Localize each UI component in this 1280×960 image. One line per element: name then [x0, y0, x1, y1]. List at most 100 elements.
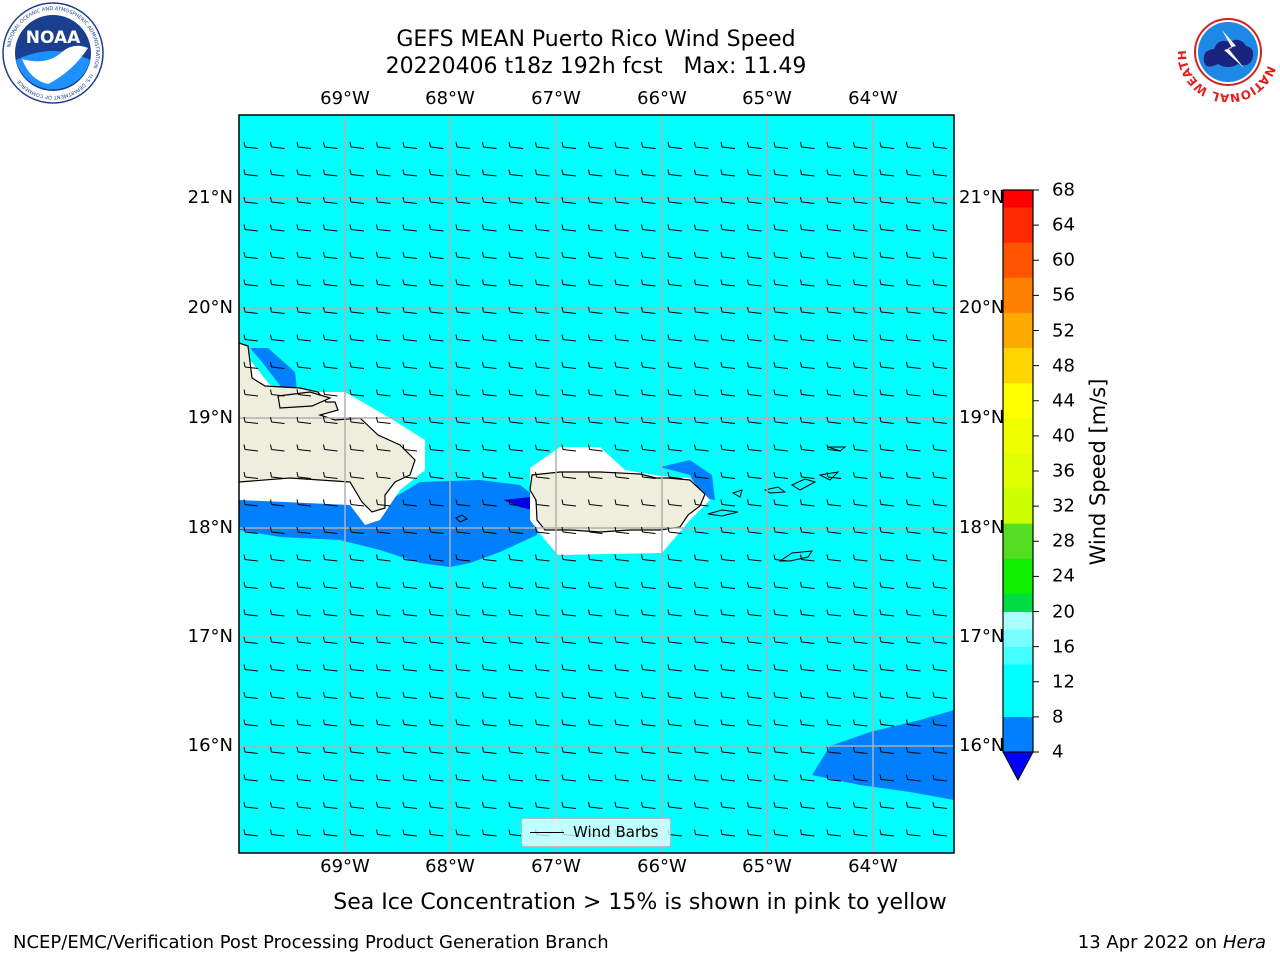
wind-barb: [508, 554, 524, 562]
wind-barb: [508, 774, 524, 782]
wind-barb: [270, 664, 285, 672]
colorbar-segment: [1003, 242, 1033, 261]
wind-barb: [349, 334, 365, 342]
colorbar-tick-label: 28: [1052, 530, 1075, 552]
land-vieques: [707, 509, 739, 517]
wind-barb: [402, 554, 418, 562]
wind-barb: [826, 334, 842, 342]
wind-barb: [323, 361, 338, 369]
wind-barb: [747, 444, 762, 452]
wind-barb: [694, 774, 709, 782]
wind-barb: [853, 746, 868, 754]
wind-barb: [747, 774, 762, 782]
wind-barb: [588, 416, 603, 424]
wind-barb: [270, 444, 285, 452]
low-wind-area: [503, 497, 532, 510]
wind-barb: [773, 554, 789, 562]
wind-barb: [349, 746, 365, 754]
wind-barb: [455, 664, 471, 672]
wind-barb: [243, 141, 259, 149]
wind-barb: [853, 691, 868, 699]
wind-barb: [614, 251, 630, 259]
wind-barb: [614, 224, 630, 232]
wind-barb: [323, 691, 338, 699]
wind-barb: [879, 169, 895, 177]
wind-barb: [826, 526, 842, 534]
land-virgin-islands-4: [818, 471, 840, 481]
wind-barb: [323, 471, 338, 479]
wind-barb: [614, 691, 630, 699]
wind-barb: [349, 196, 365, 204]
wind-barb: [588, 719, 603, 727]
wind-barb: [429, 664, 444, 672]
wind-barb: [402, 609, 418, 617]
latitude-label-right: 20°N: [959, 297, 1005, 318]
wind-barb: [482, 306, 497, 314]
wind-barb: [853, 334, 868, 342]
wind-barb: [455, 361, 471, 369]
wind-barb: [508, 691, 524, 699]
wind-barb: [535, 141, 550, 149]
wind-barb: [376, 719, 391, 727]
wind-barb: [349, 141, 365, 149]
colorbar-tick-label: 8: [1052, 706, 1064, 728]
wind-barb: [270, 196, 285, 204]
wind-barb: [243, 581, 259, 589]
wind-barb: [641, 664, 656, 672]
wind-barb: [376, 471, 391, 479]
wind-barb: [667, 609, 683, 617]
wind-barb: [535, 334, 550, 342]
wind-barb: [455, 196, 471, 204]
wind-barb: [508, 526, 524, 534]
wind-barb: [296, 169, 312, 177]
wind-barb: [694, 554, 709, 562]
colorbar-tick-label: 52: [1052, 320, 1075, 341]
wind-barb: [694, 719, 709, 727]
wind-barb: [641, 251, 656, 259]
wind-barb: [376, 581, 391, 589]
wind-barb: [906, 801, 921, 809]
wind-barb: [906, 526, 921, 534]
wind-barb: [243, 829, 259, 837]
wind-barb: [349, 444, 365, 452]
wind-barb: [296, 774, 312, 782]
wind-barb: [747, 306, 762, 314]
wind-barb: [429, 554, 444, 562]
wind-barb: [932, 581, 948, 589]
wind-barb: [296, 664, 312, 672]
wind-barb: [853, 196, 868, 204]
wind-barb: [879, 224, 895, 232]
wind-barb: [694, 416, 709, 424]
wind-barb: [429, 691, 444, 699]
wind-barb: [429, 774, 444, 782]
wind-barb: [376, 829, 391, 837]
wind-barb: [720, 416, 736, 424]
wind-barb: [906, 554, 921, 562]
wind-barb: [561, 361, 577, 369]
wind-barb: [535, 801, 550, 809]
wind-barb: [296, 636, 312, 644]
wind-barb: [296, 499, 312, 507]
wind-barb: [323, 196, 338, 204]
wind-barb: [853, 609, 868, 617]
wind-barb: [773, 334, 789, 342]
wind-barb: [694, 251, 709, 259]
longitude-label-bottom: 67°W: [531, 856, 581, 877]
wind-barb: [879, 499, 895, 507]
wind-barb: [455, 609, 471, 617]
wind-barb: [588, 196, 603, 204]
wind-barb: [535, 636, 550, 644]
wind-barb: [932, 554, 948, 562]
wind-barb: [932, 306, 948, 314]
wind-barb: [879, 389, 895, 397]
wind-barb: [826, 801, 842, 809]
wind-barb: [402, 746, 418, 754]
wind-barb: [376, 526, 391, 534]
wind-barb: [906, 581, 921, 589]
wind-barb: [376, 169, 391, 177]
wind-barb: [720, 636, 736, 644]
wind-barb: [296, 196, 312, 204]
colorbar-tick-label: 40: [1052, 425, 1075, 447]
wind-barb: [243, 444, 259, 452]
wind-barb: [429, 746, 444, 754]
